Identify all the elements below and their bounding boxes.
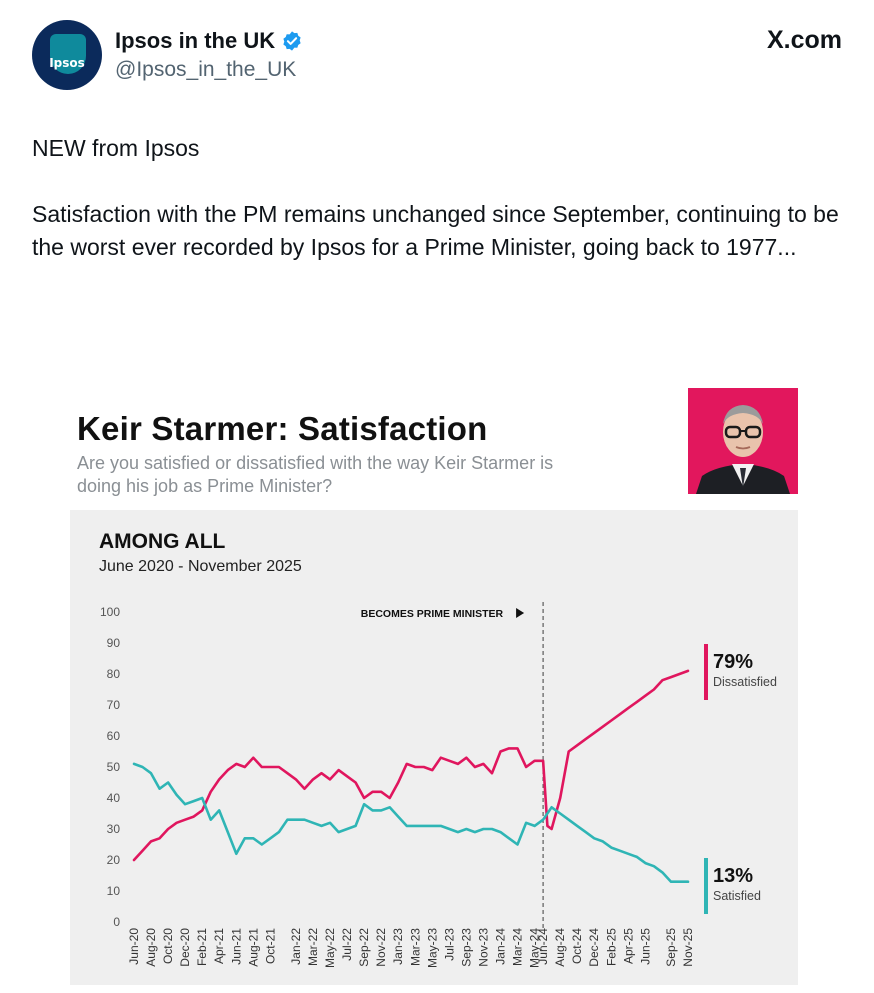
y-tick-label: 30 (107, 822, 121, 836)
x-tick-label: May-22 (323, 928, 337, 968)
verified-badge-icon (283, 31, 301, 51)
y-tick-label: 60 (107, 729, 121, 743)
x-tick-label: Jul-23 (442, 928, 456, 961)
series-end-bar-dissatisfied (704, 644, 708, 700)
chart-panel: AMONG ALL June 2020 - November 2025 0 10 2… (70, 510, 798, 985)
y-tick-label: 40 (107, 791, 121, 805)
y-tick-label: 10 (107, 884, 121, 898)
x-tick-label: May-23 (425, 928, 439, 968)
x-tick-label: Feb-25 (604, 928, 618, 966)
x-tick-label: Sep-22 (357, 928, 371, 967)
series-line-dissatisfied (132, 669, 690, 862)
portrait-illustration (696, 405, 790, 494)
y-tick-label: 50 (107, 760, 121, 774)
y-tick-label: 0 (113, 915, 120, 929)
line-chart: 0 10 20 30 40 50 60 70 80 90 100 Jun-20 Aug-20 Oct-20… (100, 602, 777, 968)
chart-subtitle: Are you satisfied or dissatisfied with t… (77, 453, 554, 496)
x-tick-label: Oct-24 (570, 928, 584, 964)
x-tick-label: Nov-23 (476, 928, 490, 967)
x-tick-label: Jun-25 (638, 928, 652, 965)
x-tick-label: Mar-23 (408, 928, 422, 966)
x-tick-label: Jun-21 (229, 928, 243, 965)
series-legend-satisfied: Satisfied (713, 889, 761, 903)
series-line-satisfied (132, 762, 690, 883)
x-tick-label: Dec-20 (178, 928, 192, 967)
x-tick-label: Jan-23 (391, 928, 405, 965)
x-tick-label: Mar-22 (306, 928, 320, 966)
y-tick-label: 20 (107, 853, 121, 867)
x-tick-label: Jun-20 (127, 928, 141, 965)
panel-date-range: June 2020 - November 2025 (99, 558, 302, 575)
x-tick-label: Oct-20 (161, 928, 175, 964)
x-tick-label: Dec-24 (587, 928, 601, 967)
x-tick-label: Oct-21 (263, 928, 277, 964)
panel-heading: AMONG ALL (99, 530, 226, 553)
display-name-row[interactable]: Ipsos in the UK (115, 28, 303, 54)
x-tick-label: Feb-21 (195, 928, 209, 966)
post-text-line-2: Satisfaction with the PM remains unchang… (32, 201, 839, 260)
avatar-logo-text: Ipsos (49, 56, 85, 70)
x-tick-label: May-24 (528, 928, 542, 968)
x-tick-label: Aug-20 (144, 928, 158, 967)
pm-annotation-arrow-icon (516, 608, 525, 618)
post-header: Ipsos Ipsos in the UK @Ipsos_in_the_UK X… (32, 20, 842, 92)
x-tick-label: Sep-23 (459, 928, 473, 967)
post-text: NEW from Ipsos Satisfaction with the PM … (32, 132, 842, 264)
x-tick-label: Jul-22 (340, 928, 354, 961)
x-tick-label: Mar-24 (511, 928, 525, 966)
post-text-line-1: NEW from Ipsos (32, 135, 200, 161)
avatar[interactable]: Ipsos (32, 20, 102, 90)
y-tick-label: 70 (107, 698, 121, 712)
ipsos-logo-icon (50, 34, 86, 74)
pm-annotation-label: BECOMES PRIME MINISTER (361, 608, 504, 620)
x-tick-label: Aug-21 (246, 928, 260, 967)
x-tick-label: Apr-21 (212, 928, 226, 964)
series-end-value-satisfied: 13% (713, 865, 753, 887)
y-tick-label: 100 (100, 605, 120, 619)
chart-title: Keir Starmer: Satisfaction (77, 410, 488, 447)
x-tick-label: Sep-25 (664, 928, 678, 967)
display-name[interactable]: Ipsos in the UK (115, 28, 276, 53)
starmer-photo (688, 388, 798, 494)
x-tick-label: Aug-24 (553, 928, 567, 967)
x-tick-label: Jun-24 (536, 928, 550, 965)
site-name: X.com (766, 26, 842, 54)
x-tick-label: Nov-22 (374, 928, 388, 967)
series-end-bar-satisfied (704, 858, 708, 914)
x-tick-label: Apr-25 (621, 928, 635, 964)
handle[interactable]: @Ipsos_in_the_UK (115, 58, 297, 81)
series-end-value-dissatisfied: 79% (713, 651, 753, 673)
x-tick-label: Nov-25 (681, 928, 695, 967)
y-tick-label: 80 (107, 667, 121, 681)
series-legend-dissatisfied: Dissatisfied (713, 675, 777, 689)
y-tick-label: 90 (107, 636, 121, 650)
x-tick-label: Jan-22 (289, 928, 303, 965)
x-tick-label: Jan-24 (493, 928, 507, 965)
